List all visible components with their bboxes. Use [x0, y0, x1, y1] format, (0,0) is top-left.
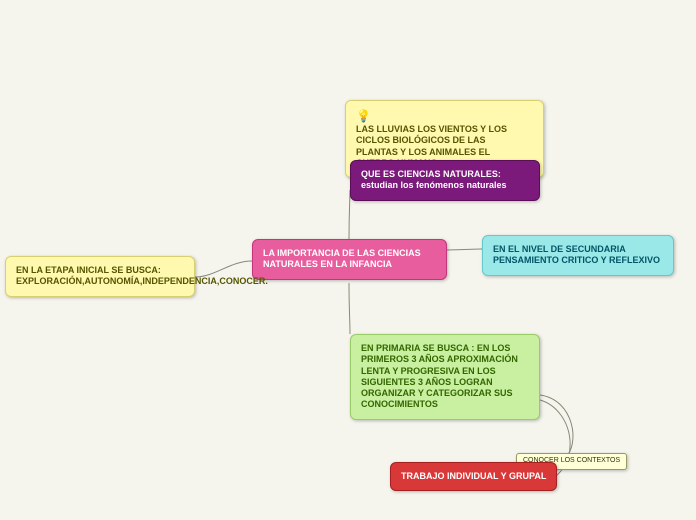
node-primaria-label: EN PRIMARIA SE BUSCA : EN LOS PRIMEROS 3…: [361, 343, 518, 409]
node-primaria[interactable]: EN PRIMARIA SE BUSCA : EN LOS PRIMEROS 3…: [350, 334, 540, 420]
node-etapa-inicial-label: EN LA ETAPA INICIAL SE BUSCA: EXPLORACIÓ…: [16, 265, 268, 286]
node-que-es-label: QUE ES CIENCIAS NATURALES: estudian los …: [361, 169, 507, 190]
node-trabajo[interactable]: TRABAJO INDIVIDUAL Y GRUPAL: [390, 462, 557, 491]
node-etapa-inicial[interactable]: EN LA ETAPA INICIAL SE BUSCA: EXPLORACIÓ…: [5, 256, 195, 297]
node-secundaria[interactable]: EN EL NIVEL DE SECUNDARIA PENSAMIENTO CR…: [482, 235, 674, 276]
node-que-es[interactable]: QUE ES CIENCIAS NATURALES: estudian los …: [350, 160, 540, 201]
lightbulb-icon: 💡: [356, 109, 371, 124]
node-center[interactable]: LA IMPORTANCIA DE LAS CIENCIAS NATURALES…: [252, 239, 447, 280]
node-trabajo-label: TRABAJO INDIVIDUAL Y GRUPAL: [401, 471, 546, 481]
node-secundaria-label: EN EL NIVEL DE SECUNDARIA PENSAMIENTO CR…: [493, 244, 660, 265]
node-center-label: LA IMPORTANCIA DE LAS CIENCIAS NATURALES…: [263, 248, 421, 269]
